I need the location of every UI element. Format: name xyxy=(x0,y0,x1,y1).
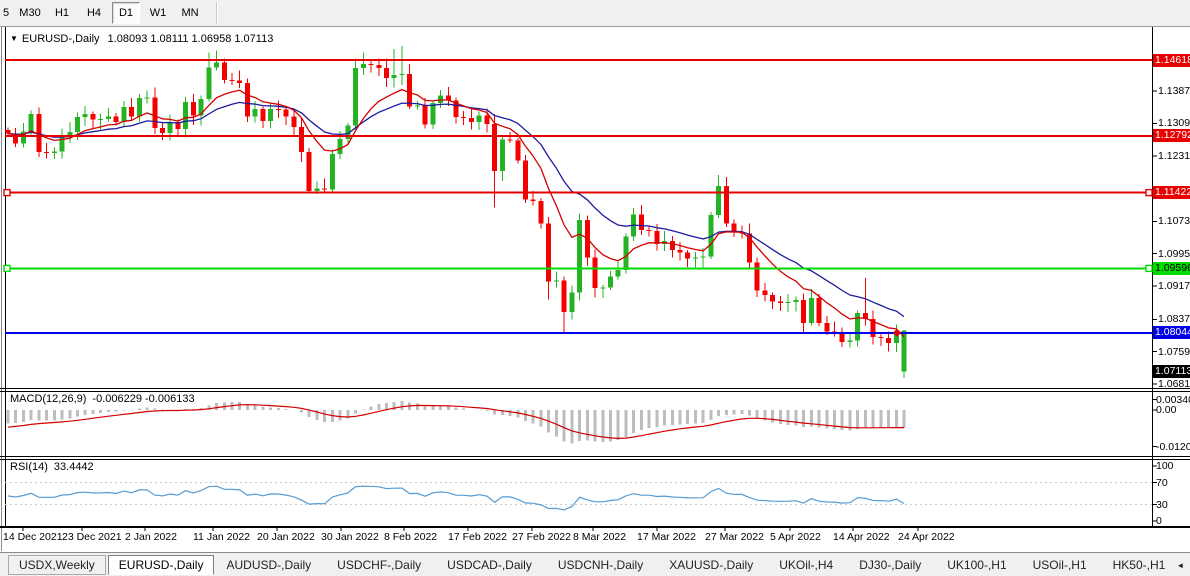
chart-tab-AUDUSD-Daily[interactable]: AUDUSD-,Daily xyxy=(226,558,312,572)
candlesticks xyxy=(5,46,907,378)
timeframe-button-H4[interactable]: H4 xyxy=(86,7,102,19)
date-label: 17 Mar 2022 xyxy=(637,531,696,543)
price-axis-tick-1.07590: 1.07590 xyxy=(1158,345,1190,358)
chart-tab-HK50-H1[interactable]: HK50-,H1 xyxy=(1112,558,1166,572)
date-label: 5 Apr 2022 xyxy=(770,531,821,543)
macd-axis-tick--0.01205: -0.01205 xyxy=(1156,440,1190,453)
date-label: 14 Apr 2022 xyxy=(833,531,890,543)
macd-values: -0.006229 -0.006133 xyxy=(92,393,195,405)
chart-tab-XAUUSD-Daily[interactable]: XAUUSD-,Daily xyxy=(669,558,754,572)
ma-slow-line xyxy=(7,101,905,318)
price-axis-tick-1.10730: 1.10730 xyxy=(1158,215,1190,228)
chart-title: ▼ EURUSD-,Daily 1.08093 1.08111 1.06958 1.… xyxy=(10,33,273,45)
date-label: 17 Feb 2022 xyxy=(448,531,507,543)
chart-tab-USDCNH-Daily[interactable]: USDCNH-,Daily xyxy=(557,558,644,572)
rsi-axis-tick-0: 0 xyxy=(1156,515,1162,527)
price-level-badge-1.14618: 1.14618 xyxy=(1153,53,1190,67)
line-handle-right[interactable] xyxy=(1145,188,1153,197)
sell-marker-icon xyxy=(893,328,901,337)
chart-dropdown-icon[interactable]: ▼ xyxy=(10,34,18,43)
rsi-axis-tick-100: 100 xyxy=(1156,460,1174,472)
chart-tab-bar: USDX,Weekly EURUSD-,Daily AUDUSD-,Daily USD… xyxy=(0,552,1190,576)
timeframe-button-MN[interactable]: MN xyxy=(181,7,199,19)
rsi-line xyxy=(7,485,905,511)
toolbar-separator xyxy=(216,2,218,24)
price-axis-tick-1.13090: 1.13090 xyxy=(1158,117,1190,130)
timeframe-button-D1[interactable]: D1 xyxy=(112,2,140,24)
macd-axis-tick-0.00: 0.00 xyxy=(1156,404,1177,416)
price-level-badge-1.09596: 1.09596 xyxy=(1153,261,1190,275)
date-label: 11 Jan 2022 xyxy=(193,531,251,543)
rsi-indicator-label: RSI(14) 33.4442 xyxy=(10,461,94,473)
line-handle-left[interactable] xyxy=(3,264,11,273)
line-handle-left[interactable] xyxy=(3,188,11,197)
rsi-axis-tick-70: 70 xyxy=(1156,476,1168,489)
ma-fast-line xyxy=(7,88,905,338)
chart-tab-EURUSD-Daily[interactable]: EURUSD-,Daily xyxy=(107,555,215,575)
price-axis-tick-1.09950: 1.09950 xyxy=(1158,247,1190,260)
price-level-badge-1.12792: 1.12792 xyxy=(1153,129,1190,143)
chart-tab-UK100-H1[interactable]: UK100-,H1 xyxy=(947,558,1007,572)
date-label: 23 Dec 2021 xyxy=(62,531,122,543)
symbol-period-label: EURUSD-,Daily xyxy=(21,33,100,45)
ohlc-values: 1.08093 1.08111 1.06958 1.07113 xyxy=(107,33,274,45)
timeframe-button-M30[interactable]: M30 xyxy=(19,7,41,19)
timeframe-button-H1[interactable]: H1 xyxy=(54,7,70,19)
date-label: 30 Jan 2022 xyxy=(321,531,379,543)
price-axis-tick-1.09170: 1.09170 xyxy=(1158,280,1190,293)
date-label: 8 Mar 2022 xyxy=(573,531,627,543)
price-axis-tick-1.06810: 1.06810 xyxy=(1158,377,1190,390)
date-label: 27 Mar 2022 xyxy=(705,531,764,543)
chart-tab-USOil-H1[interactable]: USOil-,H1 xyxy=(1032,558,1087,572)
macd-indicator-label: MACD(12,26,9) -0.006229 -0.006133 xyxy=(10,393,195,405)
chart-tab-DJ30-Daily[interactable]: DJ30-,Daily xyxy=(859,558,922,572)
date-label: 8 Feb 2022 xyxy=(384,531,438,543)
chart-tab-USDCHF-Daily[interactable]: USDCHF-,Daily xyxy=(337,558,422,572)
chart-tab-UKOil-H4[interactable]: UKOil-,H4 xyxy=(779,558,834,572)
macd-histogram xyxy=(6,401,906,444)
current-price-badge: 1.07113 xyxy=(1153,364,1190,378)
date-label: 27 Feb 2022 xyxy=(512,531,571,543)
tab-scroll-arrows: ◄► xyxy=(1176,561,1190,570)
line-handle-right[interactable] xyxy=(1145,264,1153,273)
price-axis-tick-1.13870: 1.13870 xyxy=(1158,85,1190,98)
date-label: 14 Dec 2021 xyxy=(3,531,63,543)
price-level-badge-1.11422: 1.11422 xyxy=(1153,186,1190,200)
timeframe-button-W1[interactable]: W1 xyxy=(149,7,167,19)
macd-signal-line xyxy=(7,404,905,440)
date-label: 20 Jan 2022 xyxy=(257,531,315,543)
rsi-value: 33.4442 xyxy=(53,461,94,473)
chart-tab-USDX-Weekly[interactable]: USDX,Weekly xyxy=(8,555,106,575)
rsi-axis-tick-30: 30 xyxy=(1156,498,1168,511)
price-axis-tick-1.08370: 1.08370 xyxy=(1158,313,1190,326)
price-axis-tick-1.12310: 1.12310 xyxy=(1158,149,1190,162)
timeframe-button-5[interactable]: 5 xyxy=(2,7,10,19)
date-label: 2 Jan 2022 xyxy=(125,531,177,543)
macd-axis-tick-0.003408: 0.003408 xyxy=(1156,393,1190,406)
date-label: 24 Apr 2022 xyxy=(898,531,955,543)
price-level-badge-1.08044: 1.08044 xyxy=(1153,326,1190,340)
chart-tab-USDCAD-Daily[interactable]: USDCAD-,Daily xyxy=(447,558,532,572)
tab-scroll-left-icon[interactable]: ◄ xyxy=(1176,560,1185,570)
